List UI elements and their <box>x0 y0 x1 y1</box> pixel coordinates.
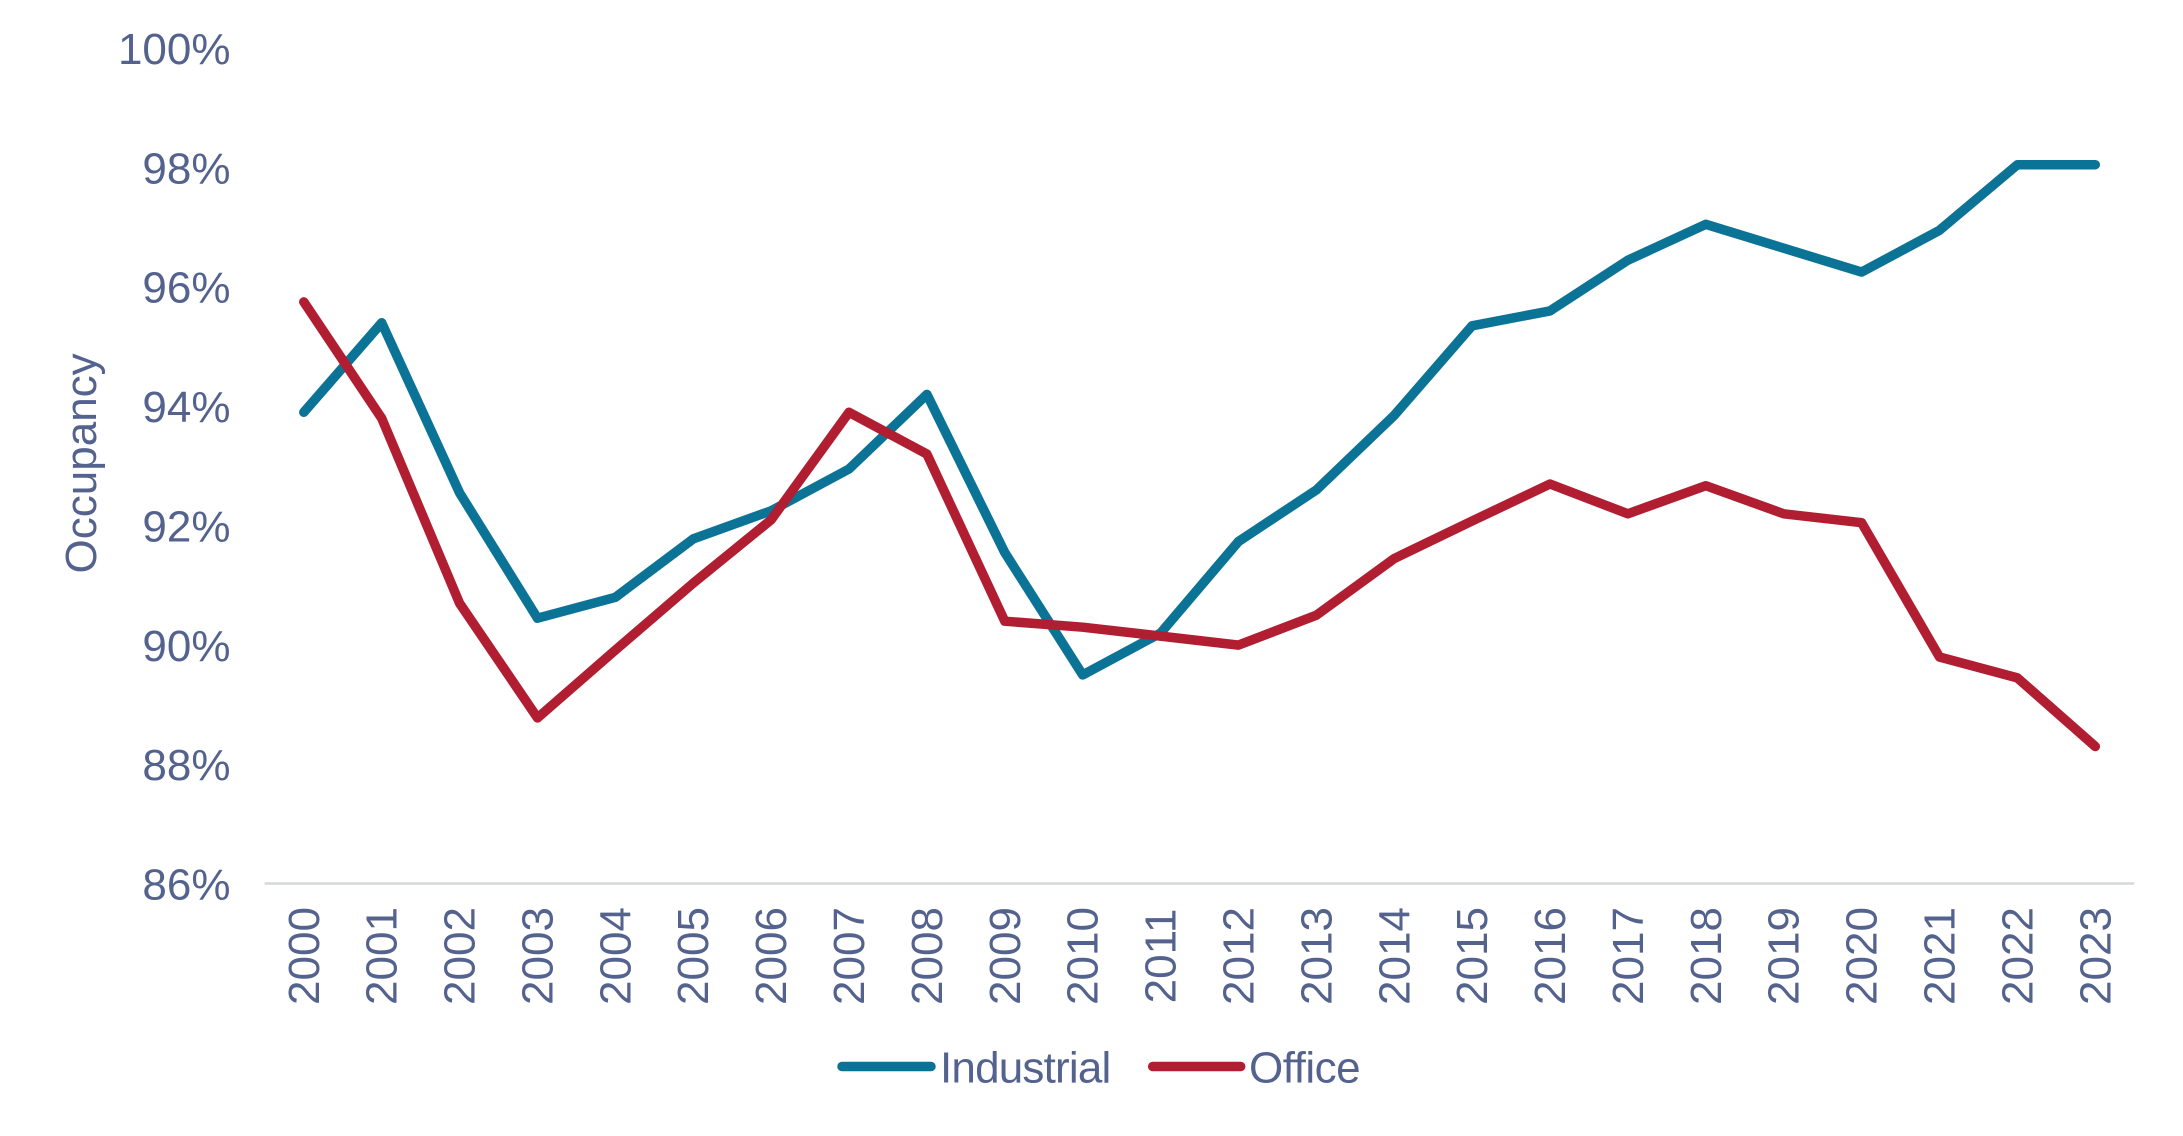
svg-text:88%: 88% <box>142 741 230 790</box>
svg-text:2009: 2009 <box>981 907 1030 1005</box>
svg-text:98%: 98% <box>142 144 230 193</box>
svg-text:2016: 2016 <box>1526 907 1575 1005</box>
svg-text:2022: 2022 <box>1993 907 2042 1005</box>
svg-text:2013: 2013 <box>1292 907 1341 1005</box>
svg-text:2000: 2000 <box>280 907 329 1005</box>
svg-text:2021: 2021 <box>1916 907 1965 1005</box>
svg-text:2018: 2018 <box>1682 907 1731 1005</box>
svg-text:2023: 2023 <box>2071 907 2120 1005</box>
svg-text:2008: 2008 <box>903 907 952 1005</box>
svg-text:86%: 86% <box>142 861 230 910</box>
svg-text:Industrial: Industrial <box>940 1044 1111 1093</box>
svg-text:2002: 2002 <box>436 907 485 1005</box>
svg-text:90%: 90% <box>142 622 230 671</box>
svg-text:100%: 100% <box>118 25 231 74</box>
svg-text:92%: 92% <box>142 502 230 551</box>
svg-text:Occupancy: Occupancy <box>57 353 106 573</box>
svg-text:96%: 96% <box>142 264 230 313</box>
svg-text:Office: Office <box>1249 1044 1360 1093</box>
svg-text:2012: 2012 <box>1215 907 1264 1005</box>
svg-text:2003: 2003 <box>514 907 563 1005</box>
svg-text:2014: 2014 <box>1370 907 1419 1005</box>
svg-text:2019: 2019 <box>1760 907 1809 1005</box>
svg-text:2020: 2020 <box>1838 907 1887 1005</box>
svg-text:2017: 2017 <box>1604 907 1653 1005</box>
svg-text:2011: 2011 <box>1137 909 1186 1004</box>
svg-text:2007: 2007 <box>825 907 874 1005</box>
svg-text:2006: 2006 <box>747 907 796 1005</box>
svg-text:2010: 2010 <box>1059 907 1108 1005</box>
svg-text:2015: 2015 <box>1448 907 1497 1005</box>
svg-text:2001: 2001 <box>358 907 407 1005</box>
svg-text:2004: 2004 <box>591 907 640 1005</box>
svg-text:94%: 94% <box>142 383 230 432</box>
svg-text:2005: 2005 <box>669 907 718 1005</box>
